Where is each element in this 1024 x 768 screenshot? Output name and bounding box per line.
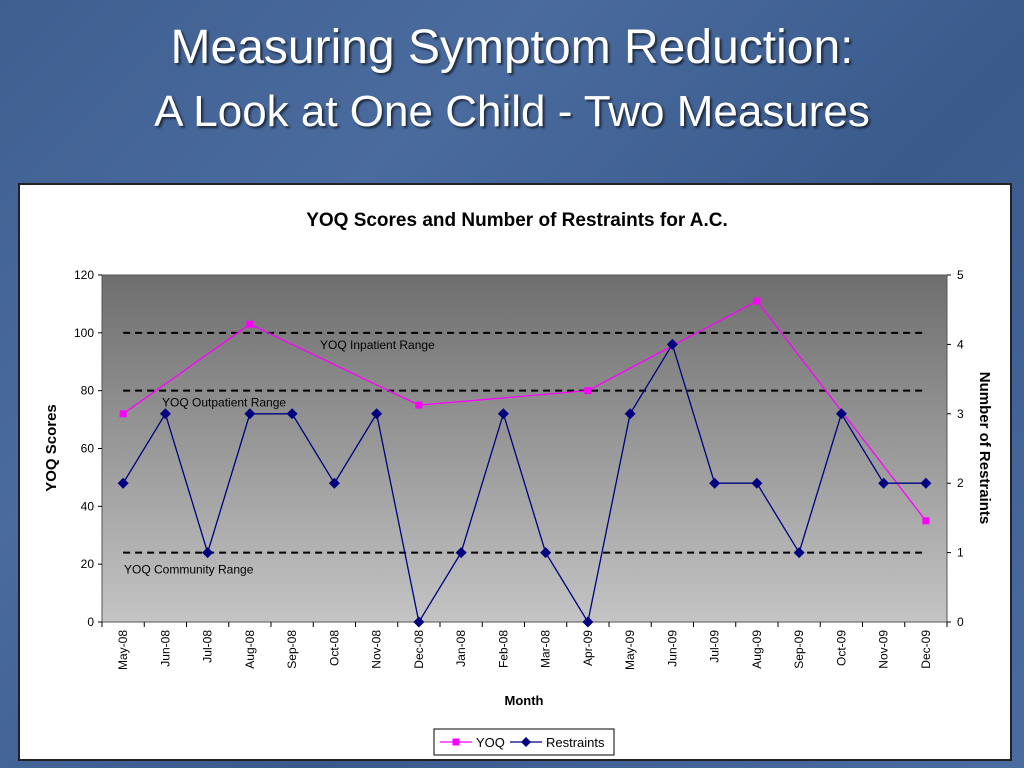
- x-tick-label: Jul-08: [201, 630, 215, 663]
- y-tick-label: 0: [87, 615, 94, 629]
- yoq-series-line: [122, 300, 927, 522]
- x-tick-label: Nov-08: [370, 630, 384, 669]
- x-tick-label: May-09: [623, 630, 637, 670]
- y2-tick-label: 1: [957, 546, 964, 560]
- restraints-point: [582, 616, 594, 628]
- reference-line-label: YOQ Inpatient Range: [320, 338, 435, 352]
- restraints-point: [878, 477, 890, 489]
- restraints-point: [455, 547, 467, 559]
- x-tick-label: Apr-09: [581, 630, 595, 666]
- x-tick-label: Nov-09: [877, 630, 891, 669]
- y-tick-label: 20: [81, 557, 95, 571]
- reference-line-label: YOQ Outpatient Range: [162, 396, 286, 410]
- x-tick-label: Jun-08: [158, 630, 172, 667]
- restraints-point: [202, 547, 214, 559]
- x-tick-label: Aug-09: [750, 630, 764, 669]
- x-axis-label: Month: [505, 693, 544, 708]
- restraints-point: [540, 547, 552, 559]
- y-tick-label: 80: [81, 384, 95, 398]
- slide-title-line1: Measuring Symptom Reduction:: [170, 21, 854, 74]
- y2-tick-label: 4: [957, 337, 964, 351]
- legend-restraints-marker: [521, 737, 531, 747]
- restraints-point: [835, 408, 847, 420]
- yoq-point: [246, 320, 254, 328]
- restraints-point: [117, 477, 129, 489]
- x-tick-label: Jun-09: [665, 630, 679, 667]
- yoq-point: [415, 401, 423, 409]
- y-axis-label: YOQ Scores: [43, 404, 60, 492]
- x-tick-label: Jul-09: [708, 630, 722, 663]
- y2-tick-label: 2: [957, 476, 964, 490]
- legend-restraints-label: Restraints: [546, 735, 605, 750]
- restraints-point: [709, 477, 721, 489]
- x-tick-label: Aug-08: [243, 630, 257, 669]
- restraints-point: [751, 477, 763, 489]
- x-tick-label: Jan-08: [454, 630, 468, 667]
- chart-frame: YOQ Scores and Number of Restraints for …: [18, 183, 1012, 761]
- legend-yoq-label: YOQ: [476, 735, 505, 750]
- restraints-point: [159, 408, 171, 420]
- y-tick-label: 120: [74, 268, 94, 282]
- chart-title: YOQ Scores and Number of Restraints for …: [306, 210, 728, 231]
- restraints-point: [920, 477, 932, 489]
- slide-title-line2: A Look at One Child - Two Measures: [154, 87, 870, 136]
- x-tick-label: Mar-08: [539, 630, 553, 668]
- x-tick-label: Dec-08: [412, 630, 426, 669]
- x-tick-label: Dec-09: [919, 630, 933, 669]
- restraints-point: [371, 408, 383, 420]
- y-tick-label: 40: [81, 499, 95, 513]
- yoq-point: [119, 410, 127, 418]
- restraints-point: [244, 408, 256, 420]
- x-tick-label: Oct-08: [327, 630, 341, 666]
- x-tick-label: Sep-09: [792, 630, 806, 669]
- chart: YOQ Scores and Number of Restraints for …: [43, 210, 993, 756]
- yoq-point: [753, 297, 761, 305]
- y2-tick-label: 0: [957, 615, 964, 629]
- restraints-point: [793, 547, 805, 559]
- legend-yoq-marker: [452, 738, 460, 746]
- y2-tick-label: 3: [957, 407, 964, 421]
- y2-axis-label: Number of Restraints: [976, 372, 993, 525]
- x-tick-label: Feb-08: [496, 630, 510, 668]
- x-tick-label: Oct-09: [834, 630, 848, 666]
- yoq-point: [584, 387, 592, 395]
- restraints-point: [413, 616, 425, 628]
- yoq-point: [922, 517, 930, 525]
- restraints-point: [286, 408, 298, 420]
- y-tick-label: 100: [74, 326, 94, 340]
- restraints-point: [497, 408, 509, 420]
- x-tick-label: May-08: [116, 630, 130, 670]
- restraints-point: [624, 408, 636, 420]
- y-tick-label: 60: [81, 442, 95, 456]
- legend: YOQ Restraints: [433, 728, 615, 756]
- restraints-series-line: [122, 342, 926, 624]
- reference-line-label: YOQ Community Range: [124, 563, 254, 577]
- restraints-point: [666, 338, 678, 350]
- x-tick-label: Sep-08: [285, 630, 299, 669]
- restraints-point: [328, 477, 340, 489]
- y2-tick-label: 5: [957, 268, 964, 282]
